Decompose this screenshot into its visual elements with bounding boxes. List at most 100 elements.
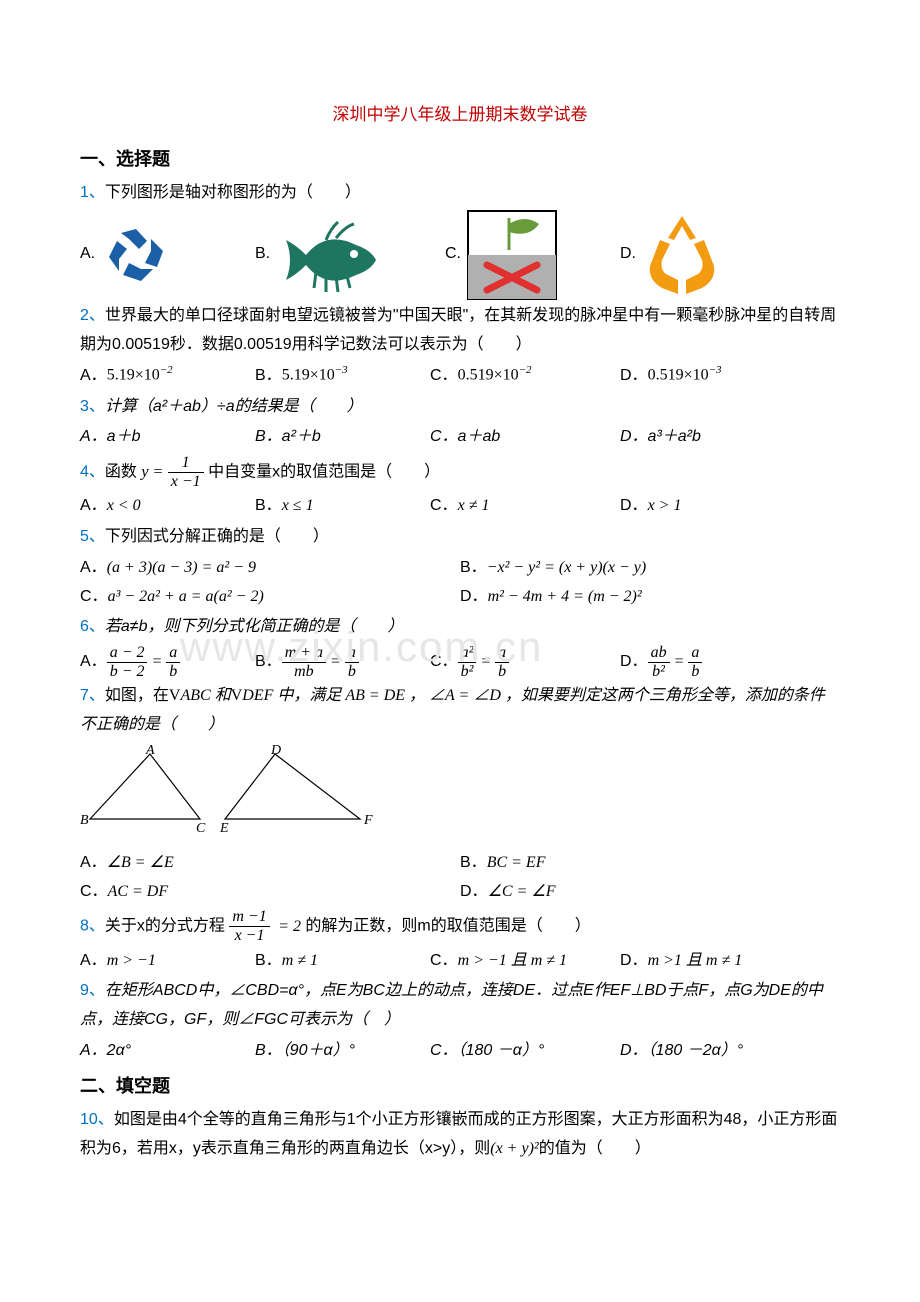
q8-d-label: D． bbox=[620, 947, 648, 976]
q1-opt-d: D. bbox=[620, 210, 722, 300]
q6-c-rfrac: ab bbox=[495, 644, 509, 680]
q8-opt-b: B．m ≠ 1 bbox=[255, 947, 430, 976]
q6-b-rden: b bbox=[345, 663, 359, 681]
q6-c-lfrac: a²b² bbox=[458, 644, 477, 680]
q8-a-val: m > −1 bbox=[107, 947, 156, 976]
q6-a-eq: = bbox=[151, 648, 162, 677]
q6-a-rfrac: ab bbox=[166, 644, 180, 680]
q4-fraction: 1x −1 bbox=[168, 454, 204, 490]
q7-text2: ABC 和 bbox=[180, 687, 230, 704]
q1-c-label: C. bbox=[445, 240, 461, 269]
question-10: 10、如图是由4个全等的直角三角形与1个小正方形镶嵌而成的正方形图案，大正方形面… bbox=[80, 1106, 840, 1164]
q7-triangles: A B C D E F bbox=[80, 744, 840, 845]
q10-expr: (x + y)² bbox=[490, 1140, 538, 1157]
q5-c-val: a³ − 2a² + a = a(a² − 2) bbox=[108, 588, 264, 605]
q10-text1: 如图是由4个全等的直角三角形与1个小正方形镶嵌而成的正方形图案，大正方形面积为4… bbox=[80, 1111, 837, 1157]
q2-d-exp: −3 bbox=[709, 364, 722, 376]
q2-b-val: 5.19×10 bbox=[282, 367, 335, 384]
q5-opt-b: B．−x² − y² = (x + y)(x − y) bbox=[460, 554, 840, 583]
q2-d-val: 0.519×10 bbox=[648, 367, 709, 384]
q4-text2: 中自变量x的取值范围是（ ） bbox=[208, 463, 440, 480]
q4-a-val: x < 0 bbox=[107, 492, 141, 521]
q1-text: 下列图形是轴对称图形的为（ ） bbox=[105, 184, 361, 201]
q6-opt-d: D． abb² = ab bbox=[620, 644, 702, 680]
q6-d-lfrac: abb² bbox=[648, 644, 670, 680]
q7-opt-b: B．BC = EF bbox=[460, 849, 840, 878]
q1-opt-b: B. bbox=[255, 210, 445, 300]
q5-number: 5、 bbox=[80, 528, 105, 545]
q7-b-label: B． bbox=[460, 854, 487, 871]
q5-a-label: A． bbox=[80, 559, 107, 576]
q1-d-label: D. bbox=[620, 240, 636, 269]
leaf-box-icon bbox=[467, 210, 557, 300]
q7-label-C: C bbox=[196, 821, 206, 834]
q6-number: 6、 bbox=[80, 618, 105, 635]
q4-opt-b: B．x ≤ 1 bbox=[255, 492, 430, 521]
q8-b-val: m ≠ 1 bbox=[282, 947, 318, 976]
q6-a-num: a − 2 bbox=[107, 644, 148, 663]
q6-b-eq: = bbox=[330, 648, 341, 677]
question-9: 9、在矩形ABCD中，∠CBD=α°，点E为BC边上的动点，连接DE．过点E作E… bbox=[80, 977, 840, 1035]
q5-options-row1: A．(a + 3)(a − 3) = a² − 9 B．−x² − y² = (… bbox=[80, 554, 840, 583]
q7-c-label: C． bbox=[80, 883, 108, 900]
q5-d-val: m² − 4m + 4 = (m − 2)² bbox=[488, 588, 642, 605]
q4-b-val: x ≤ 1 bbox=[282, 492, 314, 521]
q2-c-exp: −2 bbox=[519, 364, 532, 376]
q9-a-val: A．2α° bbox=[80, 1037, 131, 1066]
q1-a-label: A. bbox=[80, 240, 95, 269]
q5-d-label: D． bbox=[460, 588, 488, 605]
q3-b-val: B．a²＋b bbox=[255, 423, 321, 452]
q6-c-den: b² bbox=[458, 663, 477, 681]
q5-opt-c: C．a³ − 2a² + a = a(a² − 2) bbox=[80, 583, 460, 612]
q8-number: 8、 bbox=[80, 918, 105, 935]
q7-v1: V bbox=[169, 687, 181, 704]
q7-d-val: ∠C = ∠F bbox=[488, 883, 556, 900]
q6-a-den: b − 2 bbox=[107, 663, 148, 681]
q4-d-label: D． bbox=[620, 492, 648, 521]
q1-number: 1、 bbox=[80, 184, 105, 201]
q7-opt-d: D．∠C = ∠F bbox=[460, 878, 840, 907]
q5-opt-a: A．(a + 3)(a − 3) = a² − 9 bbox=[80, 554, 460, 583]
q8-opt-c: C．m > −1 且 m ≠ 1 bbox=[430, 947, 620, 976]
fish-icon bbox=[276, 210, 386, 300]
q2-a-exp: −2 bbox=[160, 364, 173, 376]
q4-c-label: C． bbox=[430, 492, 458, 521]
q7-b-val: BC = EF bbox=[487, 854, 546, 871]
q8-frac-den: x −1 bbox=[229, 927, 269, 945]
q2-opt-d: D．0.519×10−3 bbox=[620, 361, 722, 390]
q6-c-rden: b bbox=[495, 663, 509, 681]
q2-a-val: 5.19×10 bbox=[107, 367, 160, 384]
q2-opt-c: C．0.519×10−2 bbox=[430, 361, 620, 390]
q5-options-row2: C．a³ − 2a² + a = a(a² − 2) D．m² − 4m + 4… bbox=[80, 583, 840, 612]
q7-a-val: ∠B = ∠E bbox=[107, 854, 174, 871]
q6-b-rfrac: ab bbox=[345, 644, 359, 680]
q5-c-label: C． bbox=[80, 588, 108, 605]
q7-label-E: E bbox=[219, 821, 229, 834]
q6-a-lfrac: a − 2b − 2 bbox=[107, 644, 148, 680]
orange-shape-icon bbox=[642, 210, 722, 300]
recycle-icon bbox=[101, 219, 173, 291]
q6-options: A． a − 2b − 2 = ab B． m + amb = ab C． a²… bbox=[80, 644, 840, 680]
q4-number: 4、 bbox=[80, 463, 105, 480]
q6-c-label: C． bbox=[430, 648, 458, 677]
q7-opt-c: C．AC = DF bbox=[80, 878, 460, 907]
question-5: 5、下列因式分解正确的是（ ） bbox=[80, 523, 840, 552]
q7-number: 7、 bbox=[80, 687, 105, 704]
q3-opt-d: D．a³＋a²b bbox=[620, 423, 701, 452]
q9-options: A．2α° B．（90＋α）° C．（180 －α）° D．（180 －2α）° bbox=[80, 1037, 840, 1066]
q6-text: 若a≠b，则下列分式化简正确的是（ ） bbox=[105, 618, 404, 635]
q8-eq: = 2 bbox=[278, 918, 301, 935]
q8-opt-d: D．m >1 且 m ≠ 1 bbox=[620, 947, 742, 976]
q2-opt-b: B．5.19×10−3 bbox=[255, 361, 430, 390]
q7-label-F: F bbox=[363, 813, 373, 828]
q3-opt-a: A．a＋b bbox=[80, 423, 255, 452]
q3-number: 3、 bbox=[80, 398, 105, 415]
q3-d-val: D．a³＋a²b bbox=[620, 423, 701, 452]
q4-d-val: x > 1 bbox=[648, 492, 682, 521]
q9-opt-b: B．（90＋α）° bbox=[255, 1037, 430, 1066]
q7-text1: 如图，在 bbox=[105, 687, 169, 704]
q7-d-label: D． bbox=[460, 883, 488, 900]
q1-options: A. B. C. bbox=[80, 210, 840, 300]
question-8: 8、关于x的分式方程 m −1x −1 = 2 的解为正数，则m的取值范围是（ … bbox=[80, 908, 840, 944]
q2-c-val: 0.519×10 bbox=[458, 367, 519, 384]
